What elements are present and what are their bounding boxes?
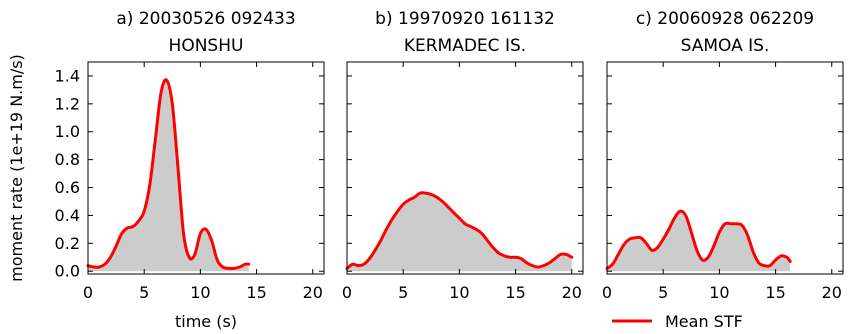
panel-title-region: SAMOA IS. [681, 36, 770, 56]
stf-mean-line [86, 78, 251, 271]
y-tick-label: 0.0 [55, 262, 80, 281]
axes-frame [606, 61, 844, 275]
y-tick-label: 1.2 [55, 94, 80, 113]
y-tick-label: 0.4 [55, 206, 80, 225]
stf-mean-line [605, 209, 792, 270]
x-tick-label: 0 [602, 283, 612, 302]
y-tick-label: 0.2 [55, 234, 80, 253]
x-tick-label: 15 [765, 283, 785, 302]
x-tick-label: 15 [246, 283, 266, 302]
legend: Mean STF [612, 312, 743, 331]
axes-frame [87, 61, 325, 275]
x-tick-label: 15 [505, 283, 525, 302]
y-axis-label: moment rate (1e+19 N.m/s) [7, 54, 26, 282]
x-tick-label: 0 [342, 283, 352, 302]
legend-label: Mean STF [665, 312, 743, 331]
x-axis-label: time (s) [175, 312, 237, 331]
y-tick-label: 0.6 [55, 178, 80, 197]
y-tick-label: 0.8 [55, 150, 80, 169]
panel-title-event: b) 19970920 161132 [375, 9, 555, 29]
panel-b: b) 19970920 161132 KERMADEC IS. 0 5 10 15 20 [342, 9, 584, 302]
panel-title-event: a) 20030526 092433 [116, 9, 295, 29]
stf-area-fill [88, 79, 249, 272]
panel-title-region: KERMADEC IS. [404, 36, 526, 56]
x-tick-label: 20 [303, 283, 323, 302]
panel-a: a) 20030526 092433 HONSHU 0 5 10 15 20 0.0 0.2 0.… [55, 9, 325, 302]
stf-mean-line [345, 191, 574, 270]
x-tick-label: 10 [190, 283, 210, 302]
y-tick-label: 1.4 [55, 66, 80, 85]
x-tick-label: 10 [449, 283, 469, 302]
stf-area-fill [607, 211, 791, 272]
x-tick-label: 5 [398, 283, 408, 302]
stf-area-fill [347, 192, 572, 272]
x-tick-label: 0 [83, 283, 93, 302]
axes-frame [346, 61, 584, 275]
x-tick-label: 5 [139, 283, 149, 302]
panel-title-event: c) 20060928 062209 [636, 9, 814, 29]
x-tick-label: 20 [822, 283, 842, 302]
x-tick-label: 10 [709, 283, 729, 302]
x-tick-label: 20 [562, 283, 582, 302]
y-tick-label: 1.0 [55, 122, 80, 141]
panel-title-region: HONSHU [169, 36, 244, 56]
x-tick-label: 5 [658, 283, 668, 302]
panel-c: c) 20060928 062209 SAMOA IS. 0 5 10 15 20 [602, 9, 844, 302]
